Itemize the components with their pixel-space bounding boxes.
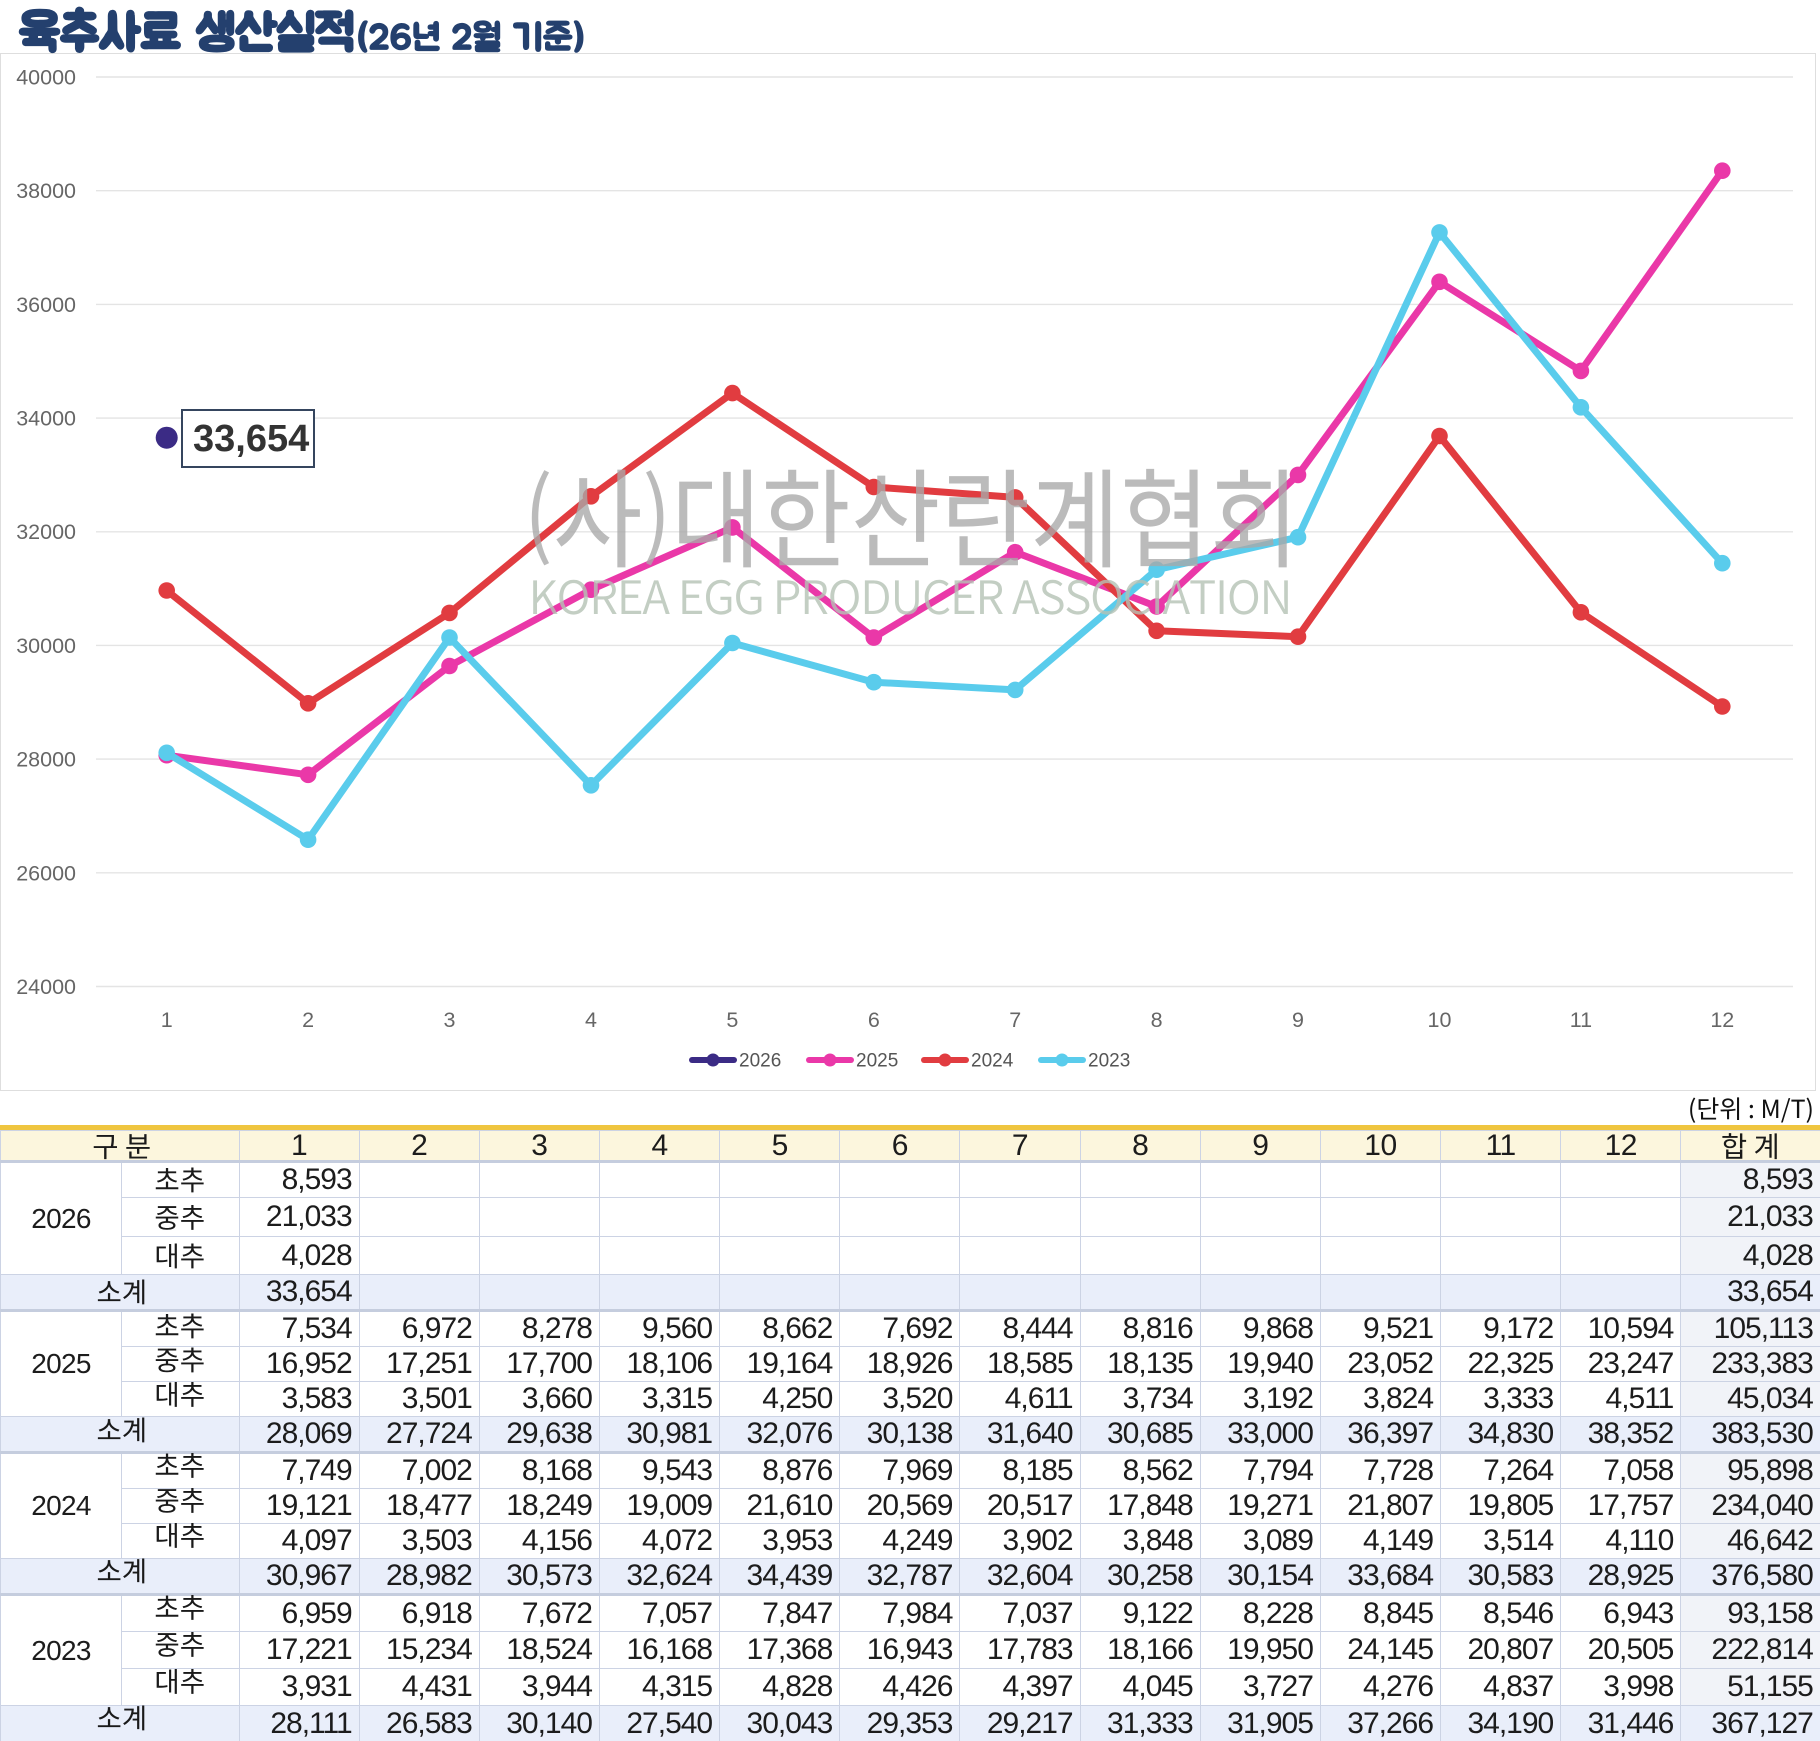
svg-text:8: 8 <box>1151 1008 1163 1032</box>
svg-text:26000: 26000 <box>16 861 76 885</box>
svg-text:5: 5 <box>726 1008 738 1032</box>
svg-text:32000: 32000 <box>16 520 76 544</box>
svg-text:9: 9 <box>1292 1008 1304 1032</box>
svg-text:38000: 38000 <box>16 179 76 203</box>
svg-text:11: 11 <box>1570 1008 1592 1032</box>
svg-text:12: 12 <box>1710 1008 1734 1032</box>
svg-text:7: 7 <box>1009 1008 1021 1032</box>
svg-text:6: 6 <box>868 1008 880 1032</box>
svg-text:2024: 2024 <box>971 1051 1014 1072</box>
svg-text:34000: 34000 <box>16 407 76 431</box>
svg-text:24000: 24000 <box>16 975 76 999</box>
svg-text:10: 10 <box>1428 1008 1452 1032</box>
svg-text:1: 1 <box>161 1008 173 1032</box>
svg-text:2026: 2026 <box>739 1051 781 1072</box>
svg-text:28000: 28000 <box>16 748 76 772</box>
svg-text:30000: 30000 <box>16 634 76 658</box>
svg-text:2023: 2023 <box>1088 1051 1130 1072</box>
svg-text:4: 4 <box>585 1008 597 1032</box>
svg-text:40000: 40000 <box>16 66 76 90</box>
svg-text:2: 2 <box>302 1008 314 1032</box>
svg-text:36000: 36000 <box>16 293 76 317</box>
svg-text:33,654: 33,654 <box>193 418 309 460</box>
svg-text:3: 3 <box>444 1008 456 1032</box>
svg-text:2025: 2025 <box>856 1051 898 1072</box>
